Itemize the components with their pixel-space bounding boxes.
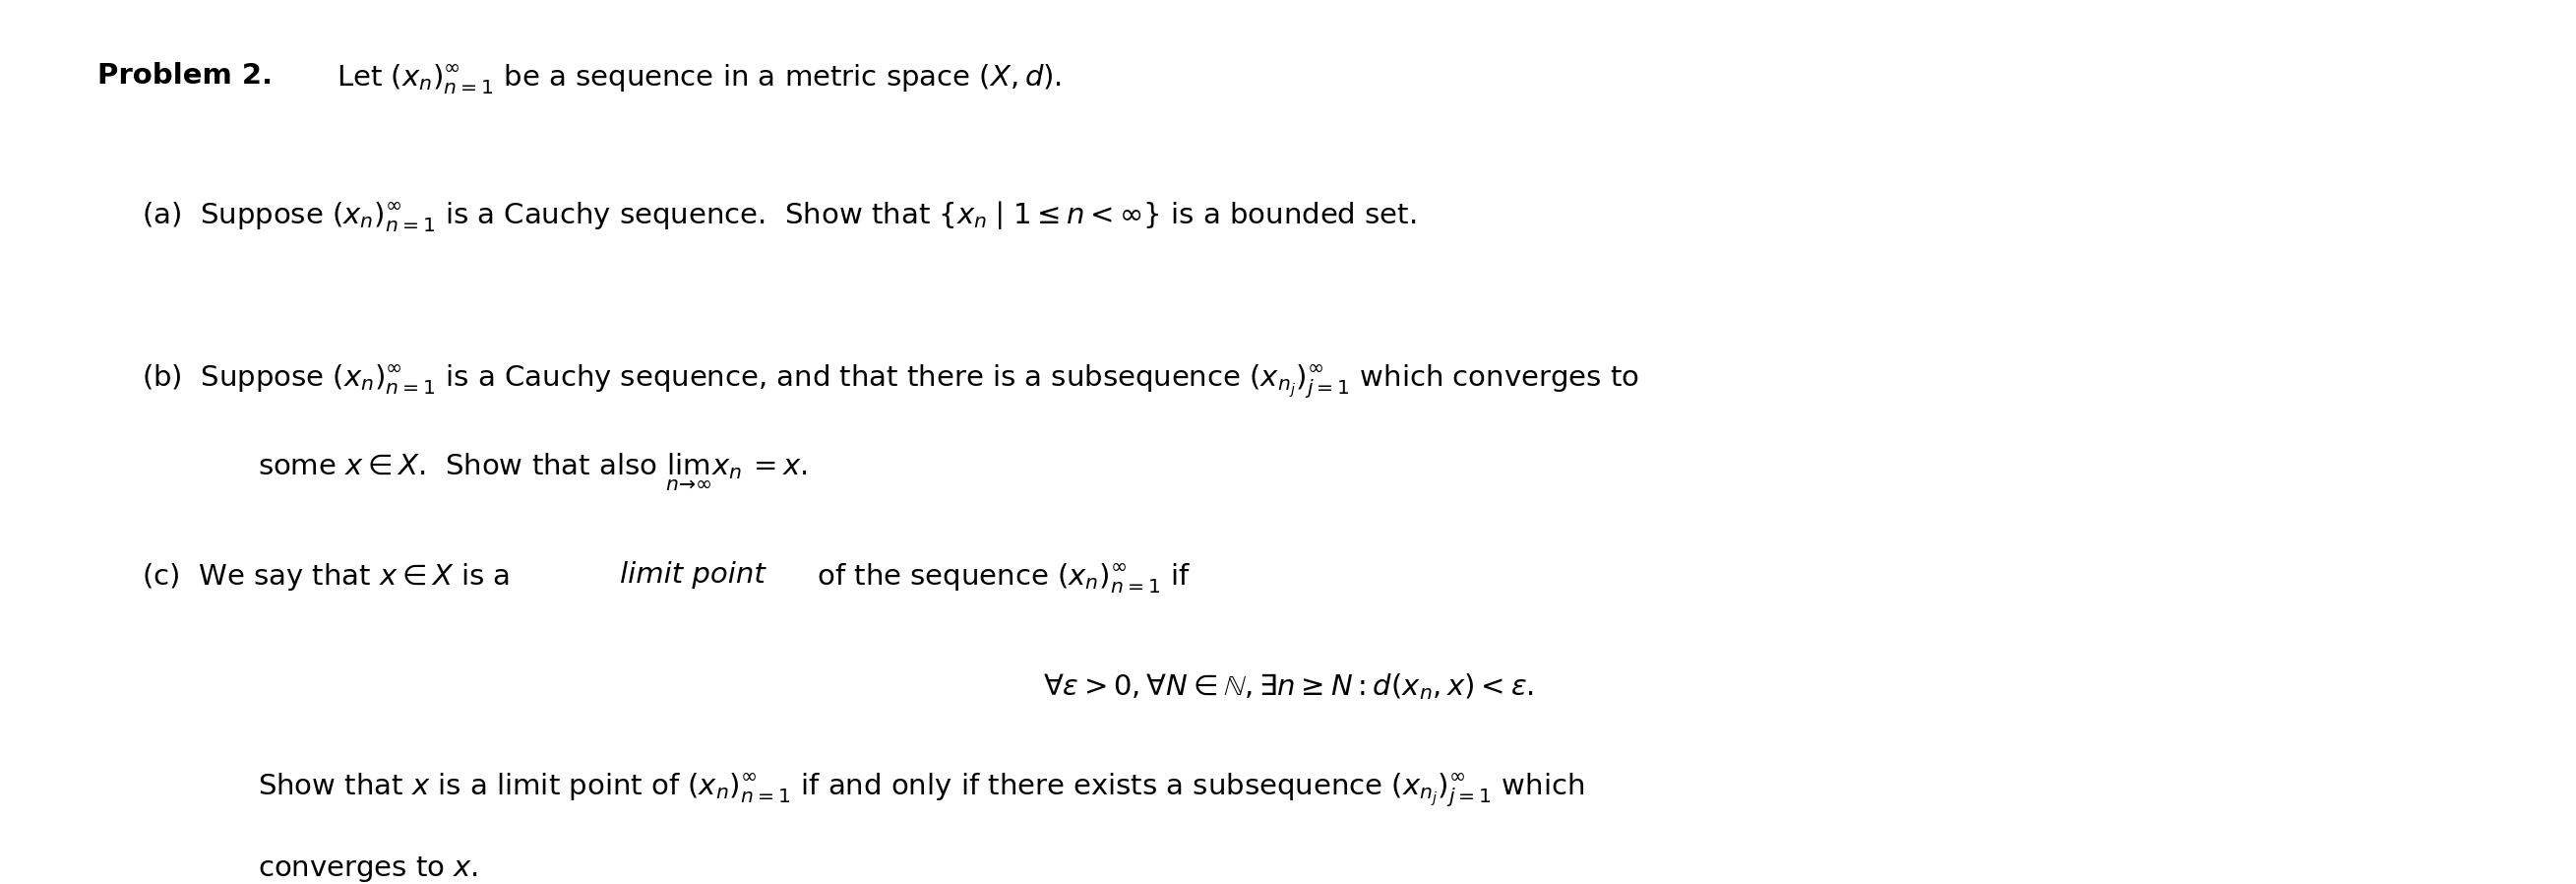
Text: converges to $x$.: converges to $x$. xyxy=(258,855,479,884)
Text: (b)  Suppose $(x_n)_{n=1}^{\infty}$ is a Cauchy sequence, and that there is a su: (b) Suppose $(x_n)_{n=1}^{\infty}$ is a … xyxy=(142,362,1638,400)
Text: $\forall\varepsilon > 0, \forall N \in \mathbb{N}, \exists n \geq N : d(x_n, x) : $\forall\varepsilon > 0, \forall N \in \… xyxy=(1043,672,1533,702)
Text: Let $(x_n)_{n=1}^{\infty}$ be a sequence in a metric space $(X, d)$.: Let $(x_n)_{n=1}^{\infty}$ be a sequence… xyxy=(337,62,1061,95)
Text: limit point: limit point xyxy=(621,561,765,589)
Text: of the sequence $(x_n)_{n=1}^{\infty}$ if: of the sequence $(x_n)_{n=1}^{\infty}$ i… xyxy=(806,561,1190,595)
Text: (a)  Suppose $(x_n)_{n=1}^{\infty}$ is a Cauchy sequence.  Show that $\{x_n \mid: (a) Suppose $(x_n)_{n=1}^{\infty}$ is a … xyxy=(142,199,1417,233)
Text: Show that $x$ is a limit point of $(x_n)_{n=1}^{\infty}$ if and only if there ex: Show that $x$ is a limit point of $(x_n)… xyxy=(258,771,1584,808)
Text: Problem 2.: Problem 2. xyxy=(98,62,283,89)
Text: some $x \in X$.  Show that also $\lim_{n \to \infty} x_n = x$.: some $x \in X$. Show that also $\lim_{n … xyxy=(258,451,806,493)
Text: (c)  We say that $x \in X$ is a: (c) We say that $x \in X$ is a xyxy=(142,561,513,593)
